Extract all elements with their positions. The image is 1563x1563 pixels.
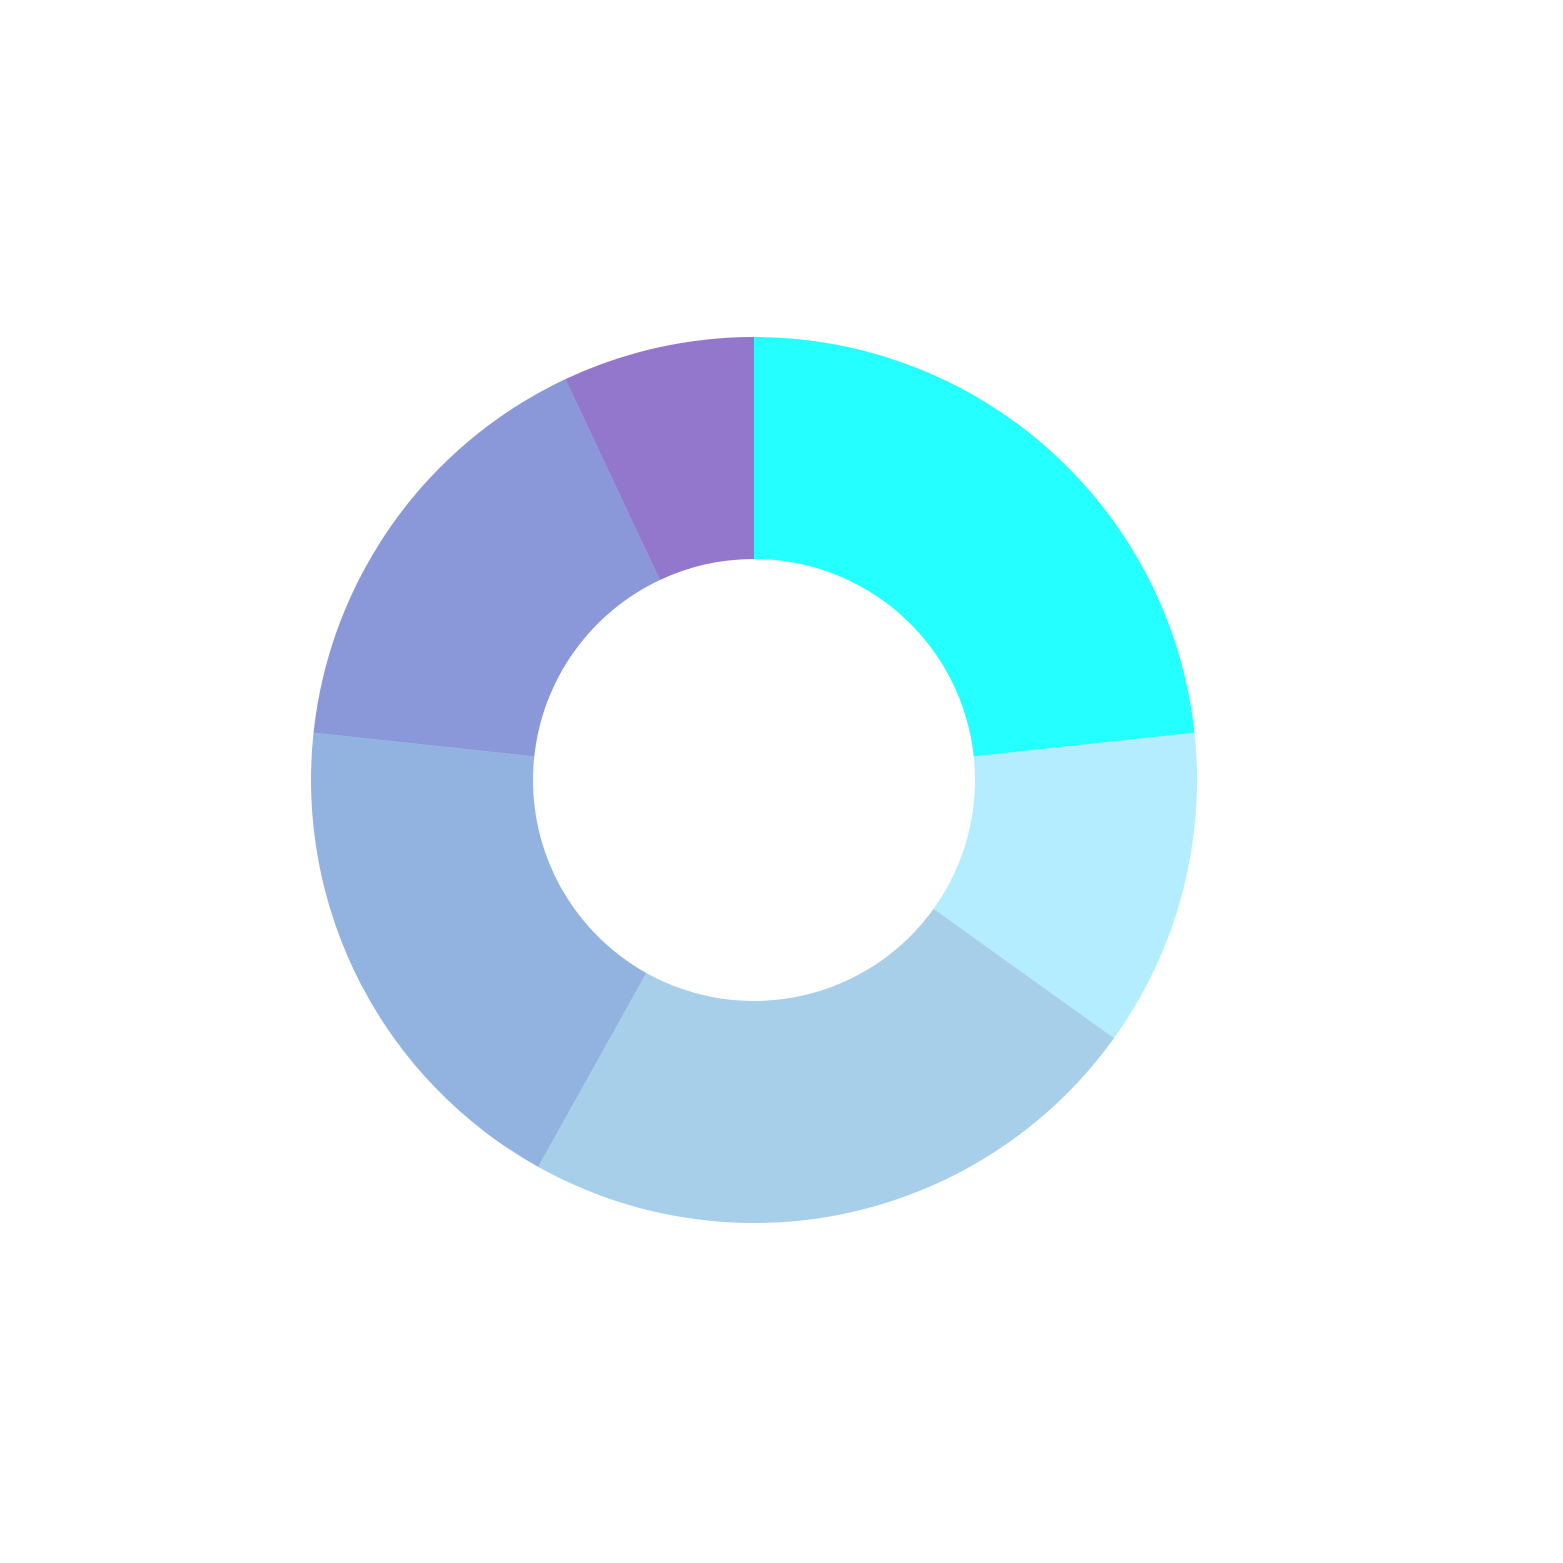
slice bbox=[565, 337, 754, 581]
slice bbox=[754, 337, 1195, 757]
slice bbox=[311, 732, 647, 1167]
slice bbox=[538, 908, 1115, 1223]
slice bbox=[313, 379, 660, 757]
slice bbox=[933, 732, 1197, 1039]
